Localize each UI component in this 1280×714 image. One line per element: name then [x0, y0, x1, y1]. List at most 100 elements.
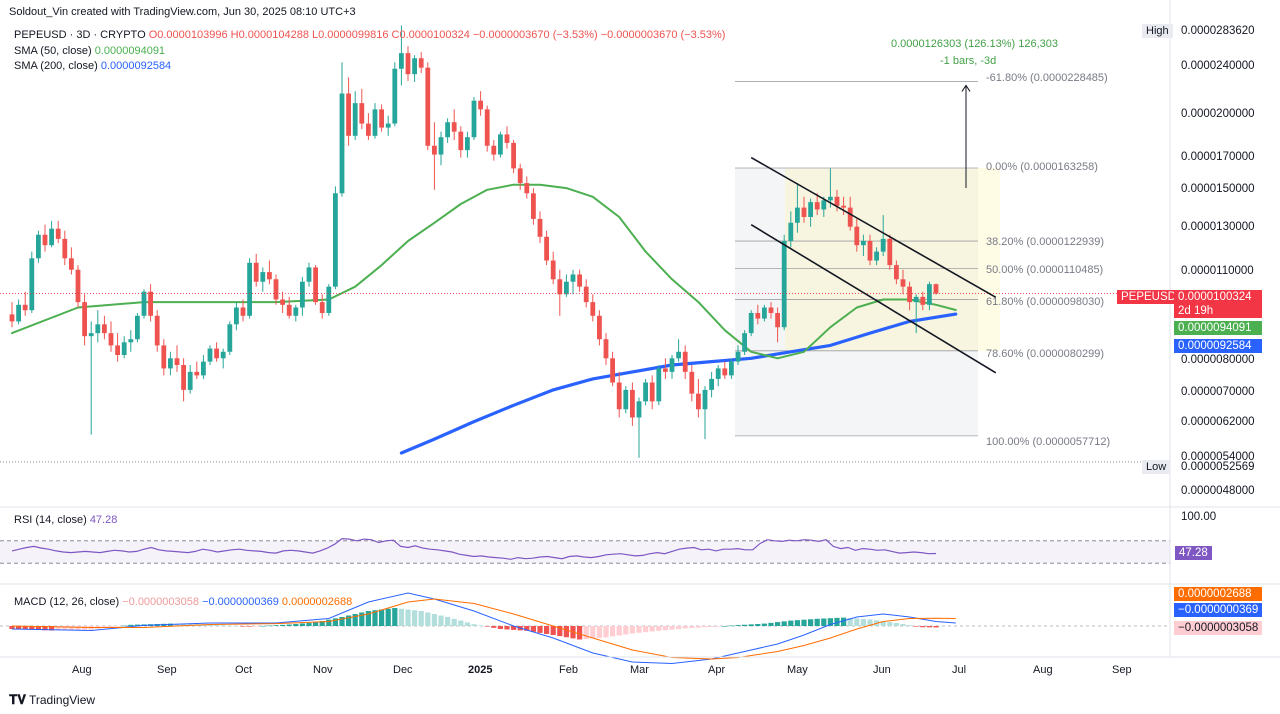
- time-label-2025: 2025: [468, 664, 493, 676]
- macd-hist-bar: [464, 622, 470, 626]
- macd-hist-bar: [227, 625, 233, 627]
- candle-body: [326, 286, 332, 313]
- candle-body: [636, 401, 642, 418]
- candle-body: [465, 137, 470, 151]
- macd-hist-bar: [22, 626, 28, 630]
- macd-hist-bar: [504, 626, 510, 630]
- symbol-pill[interactable]: PEPEUSD: [1117, 290, 1180, 304]
- macd-hist-bar: [49, 626, 55, 631]
- macd-hist-bar: [854, 618, 860, 626]
- candle-body: [649, 382, 655, 402]
- candle-body: [841, 205, 846, 208]
- candle-body: [880, 238, 886, 252]
- symbol-name[interactable]: PEPEUSD · 3D · CRYPTO: [14, 29, 146, 41]
- candle-body: [115, 345, 120, 356]
- candle-body: [557, 279, 563, 295]
- candle-body: [676, 351, 681, 359]
- rsi-legend[interactable]: RSI (14, close) 47.28: [14, 514, 117, 526]
- macd-hist-bar: [306, 622, 312, 626]
- macd-hist-bar: [755, 623, 761, 626]
- macd-hist-bar: [412, 610, 418, 626]
- macd-hist-bar: [887, 622, 893, 626]
- macd-legend[interactable]: MACD (12, 26, close) −0.0000003058 −0.00…: [14, 596, 352, 608]
- price-tick-5: 0.0000110000: [1181, 265, 1254, 277]
- candle-body: [207, 348, 213, 362]
- candle-body: [531, 193, 536, 219]
- candle-body: [696, 393, 701, 410]
- sma50-pill: 0.0000094091: [1174, 321, 1262, 335]
- fibonacci-retracement: [735, 81, 1000, 437]
- macd-hist-bar: [405, 609, 411, 626]
- candle-body: [748, 312, 754, 334]
- macd-hist-bar: [260, 625, 266, 627]
- macd-hist-bar: [695, 626, 701, 628]
- sma200-legend[interactable]: SMA (200, close) 0.0000092584: [14, 60, 171, 72]
- candle-body: [339, 93, 345, 194]
- macd-hist-bar: [451, 618, 457, 626]
- macd-line-pill: −0.0000000369: [1174, 603, 1262, 617]
- macd-hist-bar: [913, 626, 919, 627]
- time-label-jul: Jul: [952, 664, 967, 676]
- macd-hist-bar: [583, 626, 589, 639]
- candle-body: [722, 368, 728, 376]
- rsi-scale-top: 100.00: [1181, 511, 1217, 523]
- sma50-legend[interactable]: SMA (50, close) 0.0000094091: [14, 45, 165, 57]
- macd-hist-bar: [794, 620, 800, 626]
- price-tick-4: 0.0000130000: [1181, 221, 1255, 233]
- sma50-legend-value: 0.0000094091: [94, 45, 166, 57]
- fib-label-382: 38.20% (0.0000122939): [986, 236, 1105, 248]
- candle-body: [656, 368, 662, 402]
- candle-body: [253, 262, 259, 282]
- macd-hist-bar: [563, 626, 569, 638]
- candle-body: [240, 307, 246, 316]
- candle-body: [69, 258, 74, 270]
- candle-body: [900, 279, 906, 287]
- macd-hist-bar: [761, 623, 767, 626]
- macd-hist-bar: [286, 624, 292, 626]
- candle-body: [445, 122, 450, 138]
- candle-body: [524, 183, 530, 194]
- macd-hist-bar: [181, 623, 187, 626]
- candle-body: [372, 109, 378, 136]
- rsi-pill: 47.28: [1175, 546, 1212, 560]
- macd-hist-bar: [530, 626, 536, 632]
- tradingview-brand[interactable]: 𝐓𝐕 TradingView: [9, 692, 95, 708]
- macd-hist-bar: [75, 626, 81, 630]
- channel-upper-line: [750, 156, 997, 299]
- macd-hist-bar: [280, 624, 286, 626]
- candle-body: [834, 196, 840, 206]
- macd-hist-pill: −0.0000003058: [1174, 621, 1262, 635]
- macd-hist-bar: [174, 623, 180, 626]
- candle-body: [49, 228, 54, 246]
- candle-body: [194, 371, 200, 376]
- macd-hist-bar: [847, 618, 853, 626]
- price-tick-7: 0.0000070000: [1181, 386, 1255, 398]
- candle-body: [517, 168, 523, 184]
- macd-hist-bar: [115, 626, 121, 627]
- candle-body: [471, 100, 477, 138]
- candle-body: [742, 333, 747, 352]
- macd-hist-bar: [537, 626, 543, 633]
- macd-pane: [0, 592, 1170, 665]
- sma200-legend-value: 0.0000092584: [100, 60, 172, 72]
- macd-hist-bar: [379, 609, 385, 626]
- macd-hist-bar: [438, 615, 444, 626]
- macd-hist-bar: [240, 626, 246, 627]
- candle-body: [894, 265, 899, 280]
- candle-body: [95, 324, 101, 334]
- macd-hist-bar: [669, 626, 675, 630]
- candle-body: [108, 333, 114, 346]
- candle-body: [821, 200, 827, 210]
- price-tick-3: 0.0000150000: [1181, 183, 1255, 195]
- fib-label-0: 0.00% (0.0000163258): [986, 161, 1098, 173]
- macd-hist-bar: [471, 624, 477, 626]
- macd-hist-bar: [557, 626, 563, 637]
- macd-hist-bar: [728, 625, 734, 627]
- macd-hist-bar: [299, 623, 305, 626]
- macd-legend-label: MACD (12, 26, close): [14, 596, 120, 608]
- macd-hist-bar: [814, 618, 820, 626]
- macd-signal-line: [11, 598, 956, 660]
- candle-body: [590, 302, 596, 316]
- macd-hist-bar: [313, 622, 319, 626]
